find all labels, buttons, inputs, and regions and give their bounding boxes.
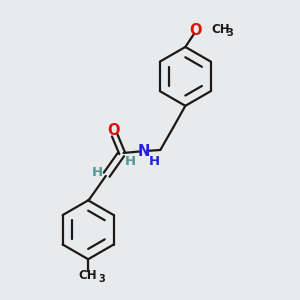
Text: H: H [125,155,136,168]
Text: O: O [107,123,119,138]
Text: CH: CH [79,269,98,282]
Text: H: H [149,155,160,168]
Text: 3: 3 [98,274,105,284]
Text: CH: CH [212,23,230,36]
Text: N: N [138,144,150,159]
Text: O: O [189,23,202,38]
Text: H: H [92,167,103,179]
Text: 3: 3 [226,28,233,38]
